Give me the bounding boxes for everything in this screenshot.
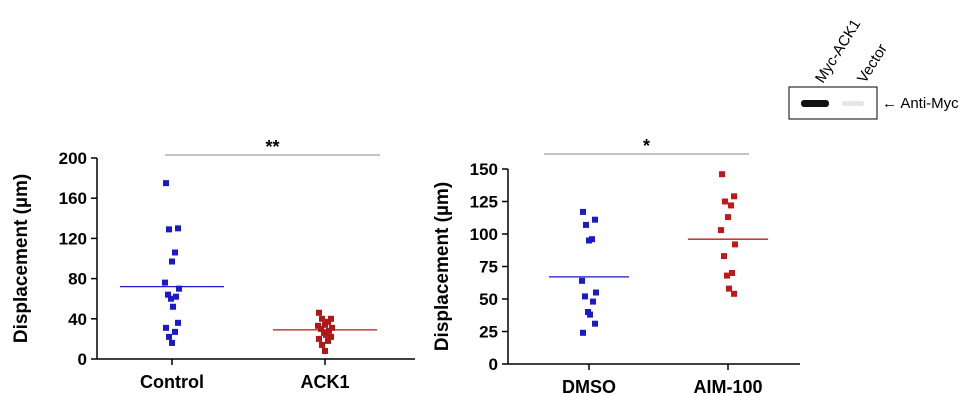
- data-point: [719, 171, 725, 178]
- x-category-label: DMSO: [562, 377, 616, 396]
- data-point: [329, 324, 335, 331]
- data-point: [726, 285, 732, 292]
- data-point: [175, 225, 181, 232]
- data-point: [162, 279, 168, 286]
- data-point: [593, 289, 599, 296]
- data-point: [168, 295, 174, 302]
- data-point: [592, 320, 598, 327]
- significance-label: **: [265, 137, 279, 157]
- significance-label: *: [643, 136, 650, 156]
- y-tick-label: 80: [68, 270, 87, 289]
- y-tick-label: 160: [59, 189, 87, 208]
- data-point: [322, 347, 328, 354]
- x-category-label: AIM-100: [693, 377, 762, 396]
- data-point: [170, 303, 176, 310]
- data-point: [316, 309, 322, 316]
- y-tick-label: 75: [479, 258, 498, 277]
- data-point: [721, 253, 727, 260]
- data-point: [328, 315, 334, 322]
- data-point: [580, 329, 586, 336]
- data-point: [718, 227, 724, 234]
- data-point: [590, 298, 596, 305]
- chart-dmso-vs-aim100: 0 25 50 75 100 125 150 Displacement (µm) DMSO AIM…: [432, 136, 800, 396]
- data-point: [322, 321, 328, 328]
- data-point: [724, 272, 730, 279]
- data-point: [169, 258, 175, 265]
- blot-anti-myc-label: ← Anti-Myc: [882, 95, 959, 112]
- y-tick-label: 125: [470, 193, 498, 212]
- data-point: [580, 208, 586, 215]
- x-category-label: ACK1: [300, 372, 349, 392]
- data-point: [731, 193, 737, 200]
- data-point: [163, 324, 169, 331]
- data-point: [163, 180, 169, 187]
- y-tick-label: 120: [59, 229, 87, 248]
- data-point: [316, 335, 322, 342]
- y-tick-label: 0: [78, 350, 87, 369]
- data-point: [325, 337, 331, 344]
- data-point: [173, 293, 179, 300]
- chart-control-vs-ack1: 0 40 80 120 160 200 Displacement (µm) Control AC…: [11, 137, 415, 392]
- y-tick-label: 150: [470, 160, 498, 179]
- data-point: [725, 214, 731, 221]
- data-point: [586, 237, 592, 244]
- data-point: [315, 322, 321, 329]
- data-point: [169, 339, 175, 346]
- data-point: [728, 202, 734, 209]
- y-tick-label: 200: [59, 149, 87, 168]
- blot-lane-label-vector: Vector: [854, 41, 891, 86]
- data-point: [175, 319, 181, 326]
- data-point: [165, 291, 171, 298]
- data-point: [731, 290, 737, 297]
- y-axis-title: Displacement (µm): [432, 182, 453, 351]
- data-point: [319, 341, 325, 348]
- y-tick-label: 40: [68, 310, 87, 329]
- data-point: [172, 249, 178, 256]
- y-axis-title: Displacement (µm): [11, 174, 32, 343]
- data-point: [172, 328, 178, 335]
- y-tick-label: 100: [470, 225, 498, 244]
- blot-band-vector: [842, 101, 864, 106]
- data-point: [318, 325, 324, 332]
- y-tick-label: 25: [479, 323, 498, 342]
- western-blot: Myc-ACK1 Vector ← Anti-Myc: [788, 16, 959, 120]
- data-point: [326, 327, 332, 334]
- data-point: [319, 315, 325, 322]
- y-tick-label: 50: [479, 290, 498, 309]
- data-point: [582, 293, 588, 300]
- y-tick-label: 0: [489, 355, 498, 374]
- blot-band-myc-ack1: [801, 100, 829, 107]
- data-point: [579, 277, 585, 284]
- data-point: [166, 333, 172, 340]
- data-point: [732, 241, 738, 248]
- data-point: [729, 270, 735, 276]
- data-point: [166, 226, 172, 233]
- data-point: [583, 221, 589, 228]
- data-point: [176, 285, 182, 292]
- data-point: [328, 333, 334, 340]
- data-point: [325, 318, 331, 325]
- data-point: [587, 311, 593, 318]
- data-point: [323, 331, 329, 338]
- data-point: [592, 216, 598, 223]
- x-category-label: Control: [140, 372, 204, 392]
- data-point: [722, 198, 728, 205]
